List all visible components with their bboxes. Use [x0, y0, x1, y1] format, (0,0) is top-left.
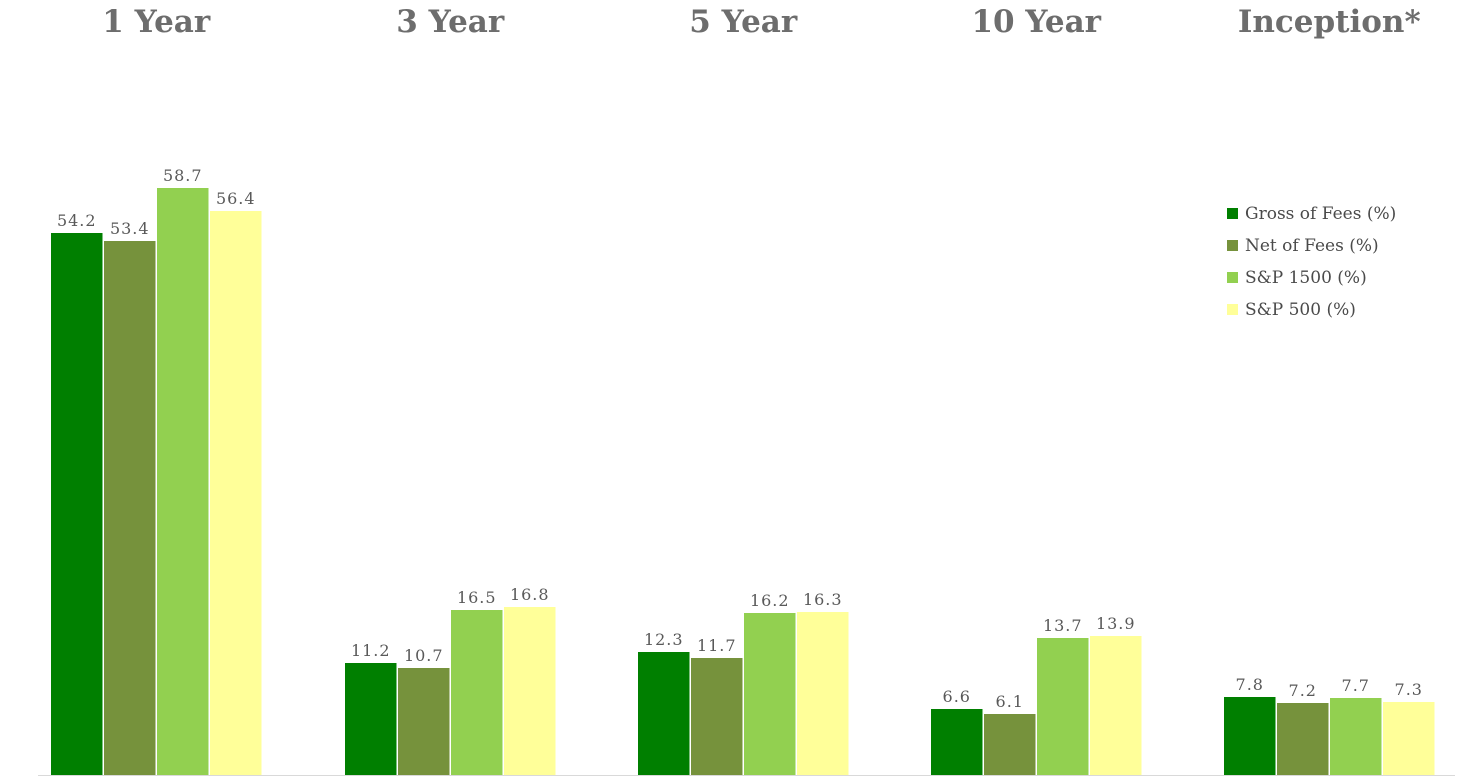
bar-gross-of-fees-10-year	[931, 709, 983, 775]
bar-gross-of-fees-1-year	[51, 233, 103, 775]
bar-net-of-fees-1-year	[104, 241, 156, 775]
bar-s-p-500-inception	[1383, 702, 1435, 775]
category-label-5-year: 5 Year	[689, 4, 798, 40]
data-label-s-p-1500-10-year: 13.7	[1043, 616, 1083, 635]
legend-label-gross-of-fees: Gross of Fees (%)	[1245, 204, 1396, 224]
data-label-gross-of-fees-3-year: 11.2	[351, 641, 391, 660]
category-label-inception: Inception*	[1238, 4, 1421, 40]
data-label-net-of-fees-5-year: 11.7	[697, 636, 737, 655]
legend-swatch-gross-of-fees	[1227, 208, 1238, 219]
data-label-s-p-500-10-year: 13.9	[1096, 614, 1136, 633]
bar-s-p-500-1-year	[210, 211, 262, 775]
bar-s-p-500-5-year	[797, 612, 849, 775]
data-label-s-p-1500-1-year: 58.7	[163, 166, 203, 185]
data-label-s-p-1500-inception: 7.7	[1342, 676, 1370, 695]
category-label-1-year: 1 Year	[102, 4, 211, 40]
data-label-s-p-500-inception: 7.3	[1395, 680, 1423, 699]
bars	[51, 188, 1435, 775]
bar-gross-of-fees-5-year	[638, 652, 690, 775]
data-label-gross-of-fees-inception: 7.8	[1236, 675, 1264, 694]
legend-label-s-p-500: S&P 500 (%)	[1245, 300, 1356, 320]
bar-s-p-1500-inception	[1330, 698, 1382, 775]
category-label-10-year: 10 Year	[971, 4, 1101, 40]
data-label-s-p-500-5-year: 16.3	[803, 590, 843, 609]
legend: Gross of Fees (%) Net of Fees (%) S&P 1500…	[1227, 204, 1396, 320]
bar-s-p-500-10-year	[1090, 636, 1142, 775]
bar-gross-of-fees-inception	[1224, 697, 1276, 775]
data-label-gross-of-fees-10-year: 6.6	[943, 687, 971, 706]
bar-net-of-fees-inception	[1277, 703, 1329, 775]
data-label-s-p-500-1-year: 56.4	[216, 189, 256, 208]
bar-s-p-500-3-year	[504, 607, 556, 775]
bar-s-p-1500-3-year	[451, 610, 503, 775]
legend-swatch-net-of-fees	[1227, 240, 1238, 251]
data-label-net-of-fees-3-year: 10.7	[404, 646, 444, 665]
legend-label-s-p-1500: S&P 1500 (%)	[1245, 268, 1367, 288]
bar-s-p-1500-10-year	[1037, 638, 1089, 775]
data-label-net-of-fees-inception: 7.2	[1289, 681, 1317, 700]
bar-net-of-fees-3-year	[398, 668, 450, 775]
legend-label-net-of-fees: Net of Fees (%)	[1245, 236, 1379, 256]
category-labels: 1 Year 3 Year 5 Year 10 Year Inception*	[102, 4, 1420, 40]
data-label-s-p-1500-3-year: 16.5	[457, 588, 497, 607]
bar-net-of-fees-5-year	[691, 658, 743, 775]
data-label-s-p-500-3-year: 16.8	[510, 585, 550, 604]
data-label-gross-of-fees-5-year: 12.3	[644, 630, 684, 649]
data-label-net-of-fees-1-year: 53.4	[110, 219, 150, 238]
bar-gross-of-fees-3-year	[345, 663, 397, 775]
legend-swatch-s-p-1500	[1227, 272, 1238, 283]
data-label-net-of-fees-10-year: 6.1	[996, 692, 1024, 711]
data-label-s-p-1500-5-year: 16.2	[750, 591, 790, 610]
value-labels: 54.2 53.4 58.7 56.4 11.2 10.7 16.5 16.8 12.3 11.7…	[57, 166, 1423, 711]
legend-swatch-s-p-500	[1227, 304, 1238, 315]
data-label-gross-of-fees-1-year: 54.2	[57, 211, 97, 230]
bar-s-p-1500-5-year	[744, 613, 796, 775]
bar-net-of-fees-10-year	[984, 714, 1036, 775]
bar-s-p-1500-1-year	[157, 188, 209, 775]
category-label-3-year: 3 Year	[396, 4, 505, 40]
